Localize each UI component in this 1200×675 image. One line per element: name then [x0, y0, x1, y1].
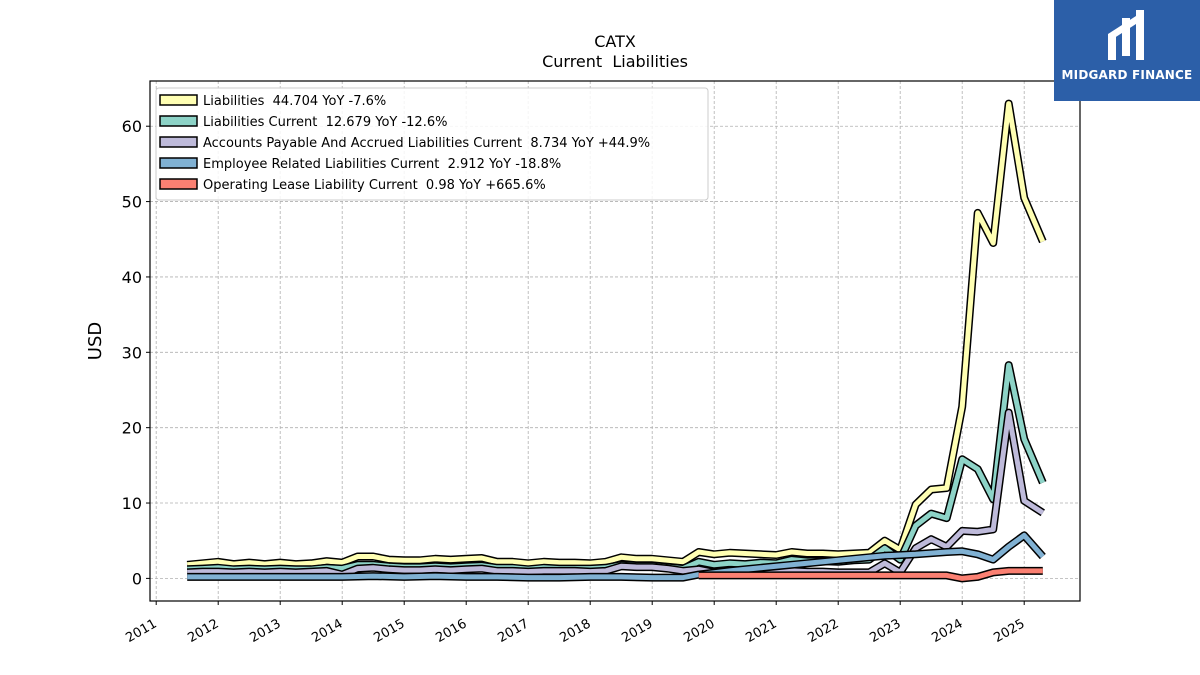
- series-layer: [186, 99, 1047, 583]
- y-tick-label: 50: [122, 193, 142, 212]
- x-tick-label: 2011: [123, 616, 159, 646]
- plot-frame: [149, 80, 1081, 602]
- brand-name: MIDGARD FINANCE: [1061, 68, 1193, 82]
- x-tick-label: 2022: [805, 616, 841, 646]
- series-line: [187, 410, 1045, 578]
- series-line: [186, 101, 1046, 568]
- x-tick-label: 2019: [619, 616, 655, 646]
- legend-swatch: [159, 178, 198, 190]
- x-tick-label: 2018: [557, 616, 593, 646]
- legend-label: Liabilities 44.704 YoY -7.6%: [203, 94, 386, 109]
- legend-label: Operating Lease Liability Current 0.98 Y…: [203, 178, 546, 193]
- x-tick-label: 2013: [247, 616, 283, 646]
- legend-swatch: [159, 115, 198, 127]
- legend-swatch: [159, 136, 198, 148]
- y-tick-label: 20: [122, 419, 142, 438]
- x-tick-label: 2015: [371, 616, 407, 646]
- chart-title: CATX: [594, 32, 636, 51]
- y-tick-label: 40: [122, 268, 142, 287]
- x-tick-label: 2017: [495, 616, 531, 646]
- y-tick-label: 30: [122, 343, 142, 362]
- y-tick-label: 60: [122, 117, 142, 136]
- x-tick-label: 2024: [929, 616, 965, 646]
- series-line: [187, 532, 1045, 581]
- series-line: [698, 568, 1043, 581]
- series-outline: [187, 361, 1047, 574]
- chart-subtitle: Current Liabilities: [542, 52, 688, 71]
- x-tick-label: 2023: [867, 616, 903, 646]
- legend-box: [155, 87, 709, 201]
- brand-mark-icon: [1108, 10, 1144, 60]
- legend: Liabilities 44.704 YoY -7.6% Liabilities …: [155, 87, 709, 201]
- x-tick-label: 2021: [743, 616, 779, 646]
- legend-label: Liabilities Current 12.679 YoY -12.6%: [203, 115, 447, 130]
- y-tick-label: 0: [132, 569, 142, 588]
- brand-logo: MIDGARD FINANCE: [1054, 0, 1200, 101]
- y-tick-label: 10: [122, 494, 142, 513]
- y-axis-label: USD: [85, 322, 106, 360]
- legend-swatch: [159, 94, 198, 106]
- x-tick-label: 2020: [681, 616, 717, 646]
- series-line: [187, 362, 1046, 572]
- x-tick-label: 2014: [309, 616, 345, 646]
- x-tick-label: 2025: [991, 616, 1027, 646]
- legend-label: Accounts Payable And Accrued Liabilities…: [203, 136, 650, 151]
- x-tick-label: 2012: [185, 616, 221, 646]
- x-tick-label: 2016: [433, 616, 469, 646]
- legend-label: Employee Related Liabilities Current 2.9…: [203, 157, 561, 172]
- legend-swatch: [159, 157, 198, 169]
